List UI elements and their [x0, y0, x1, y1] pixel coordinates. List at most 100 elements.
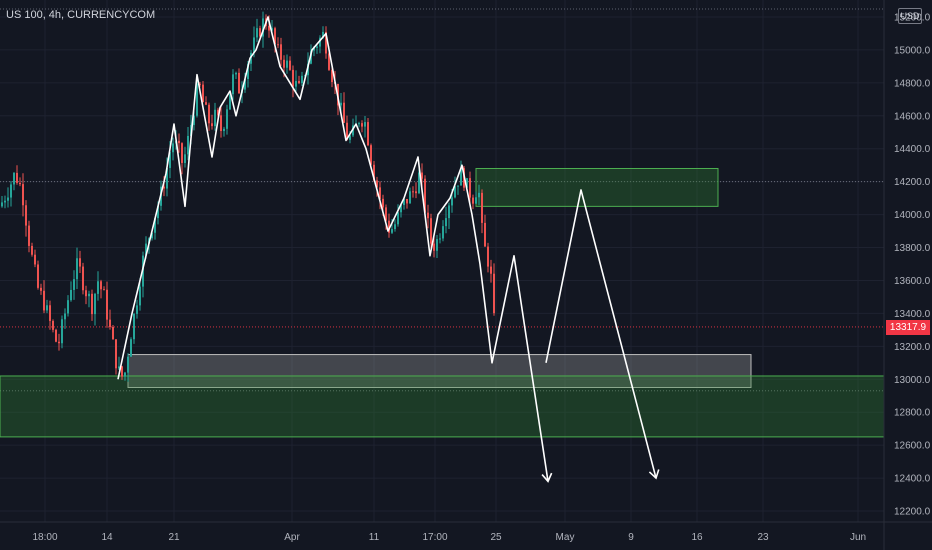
candle-body: [286, 60, 288, 68]
candle-body: [433, 243, 435, 251]
currency-button[interactable]: USD: [898, 8, 922, 24]
y-tick-label: 14800.0: [894, 78, 931, 89]
candle-body: [376, 180, 378, 188]
candle-body: [145, 243, 147, 256]
candle-body: [25, 205, 27, 226]
candle-body: [397, 212, 399, 225]
candle-body: [475, 197, 477, 204]
y-tick-label: 15200.0: [894, 13, 931, 24]
candle-body: [283, 59, 285, 68]
candle-body: [214, 109, 216, 127]
candle-body: [481, 192, 483, 223]
candle-body: [478, 192, 480, 198]
candle-body: [163, 186, 165, 189]
y-tick-label: 15000.0: [894, 45, 931, 56]
x-tick-label: 25: [490, 532, 502, 543]
candle-body: [244, 79, 246, 90]
y-tick-label: 14600.0: [894, 111, 931, 122]
candle-body: [238, 72, 240, 94]
candle-body: [193, 115, 195, 126]
x-tick-label: May: [556, 532, 575, 543]
candle-body: [409, 191, 411, 204]
candle-body: [181, 143, 183, 163]
y-tick-label: 14400.0: [894, 144, 931, 155]
candle-body: [1, 202, 3, 207]
candle-body: [367, 122, 369, 146]
zone-grey: [127, 354, 752, 389]
x-tick-label: 17:00: [422, 532, 447, 543]
candle-body: [271, 28, 273, 31]
candle-body: [439, 238, 441, 240]
candle-body: [154, 218, 156, 233]
candle-body: [469, 178, 471, 198]
candle-body: [118, 366, 120, 369]
last-price-label: 13317.9: [886, 320, 930, 335]
candle-body: [325, 31, 327, 54]
candle-body: [88, 293, 90, 297]
candle-body: [58, 341, 60, 344]
y-tick-label: 13600.0: [894, 276, 931, 287]
candle-body: [295, 81, 297, 87]
candle-body: [250, 52, 252, 64]
candle-body: [427, 212, 429, 219]
candle-body: [361, 123, 363, 127]
candle-body: [79, 258, 81, 267]
candle-body: [451, 197, 453, 206]
candle-body: [37, 264, 39, 288]
candle-body: [196, 83, 198, 116]
candle-body: [34, 254, 36, 265]
candle-body: [442, 226, 444, 239]
candle-body: [169, 152, 171, 168]
candle-body: [178, 140, 180, 144]
candle-body: [172, 143, 174, 153]
candle-body: [121, 366, 123, 377]
candle-body: [340, 102, 342, 106]
y-tick-label: 13800.0: [894, 243, 931, 254]
arrow-head: [541, 472, 553, 483]
candle-body: [217, 109, 219, 116]
candle-body: [124, 372, 126, 377]
candle-body: [298, 81, 300, 84]
zigzag-drawing: [117, 16, 549, 482]
candle-body: [187, 135, 189, 155]
candle-body: [262, 18, 264, 37]
candle-body: [109, 319, 111, 327]
zone-green: [475, 167, 719, 207]
candle-body: [67, 300, 69, 314]
arrow-head: [648, 469, 660, 480]
candle-body: [97, 281, 99, 294]
candle-body: [100, 281, 102, 290]
candle-body: [184, 154, 186, 163]
candle-body: [400, 204, 402, 213]
candle-body: [346, 122, 348, 140]
candle-body: [10, 184, 12, 198]
candle-body: [301, 75, 303, 84]
candle-body: [52, 320, 54, 330]
candle-body: [205, 102, 207, 105]
candle-body: [103, 289, 105, 291]
candle-body: [289, 60, 291, 70]
candle-body: [73, 279, 75, 290]
candle-body: [379, 187, 381, 199]
candle-body: [454, 186, 456, 198]
candle-body: [316, 46, 318, 48]
x-tick-label: Apr: [284, 532, 300, 543]
candle-body: [472, 197, 474, 204]
candle-body: [40, 287, 42, 291]
candle-body: [313, 47, 315, 51]
x-tick-label: 11: [369, 532, 380, 543]
candle-body: [421, 172, 423, 179]
candle-body: [226, 109, 228, 129]
x-tick-label: 23: [757, 532, 769, 543]
candle-body: [157, 205, 159, 219]
candle-body: [292, 69, 294, 87]
candle-body: [256, 28, 258, 38]
candle-body: [466, 178, 468, 188]
candle-body: [151, 232, 153, 239]
candle-body: [139, 286, 141, 306]
y-tick-label: 12200.0: [894, 507, 931, 518]
candle-body: [328, 53, 330, 70]
candle-body: [388, 220, 390, 233]
